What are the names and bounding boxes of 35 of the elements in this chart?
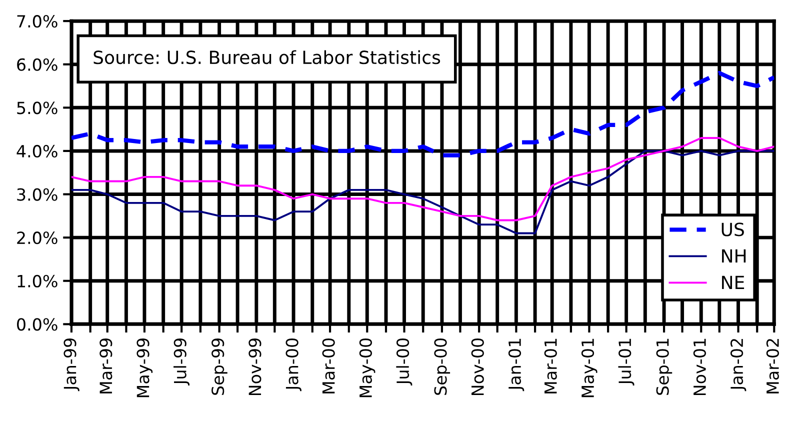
x-tick-label: Sep-01	[656, 338, 672, 395]
y-tick-label: 6.0%	[17, 58, 58, 71]
x-tick-label: Nov-00	[471, 338, 484, 396]
y-tick-label: 1.0%	[18, 274, 58, 288]
x-tick-label: Mar-01	[544, 338, 557, 394]
x-tick-label: Nov-99	[248, 338, 262, 396]
x-tick-label: Mar-02	[766, 339, 779, 394]
annotation: Source: U.S. Bureau of Labor Statistics	[94, 50, 440, 64]
x-tick-label: Jul-99	[174, 338, 190, 386]
x-tick-label: May-01	[581, 338, 598, 398]
x-tick-label: Mar-99	[100, 338, 112, 394]
legend-label: NH	[722, 249, 746, 263]
line-series	[71, 150, 774, 234]
x-tick-label: Jul-01	[618, 338, 634, 386]
x-tick-label: Jan-01	[508, 338, 524, 392]
x-tick-label: Jan-99	[64, 338, 80, 392]
x-tick-label: Mar-00	[322, 338, 335, 394]
y-tick-label: 0.0%	[17, 318, 58, 331]
line-series	[71, 136, 774, 222]
y-tick-label: 3.0%	[17, 188, 58, 201]
x-tick-label: Nov-01	[693, 338, 706, 396]
y-tick-label: 4.0%	[16, 144, 58, 158]
x-tick-label: Sep-00	[434, 338, 450, 395]
x-tick-label: Jan-02	[730, 339, 746, 392]
x-tick-label: Jul-00	[396, 338, 412, 386]
x-tick-label: May-99	[136, 338, 153, 398]
legend-label: US	[722, 222, 744, 236]
line-series	[71, 70, 774, 158]
y-tick-label: 7.0%	[17, 15, 58, 28]
legend-label: NE	[722, 276, 744, 290]
x-tick-label: Jan-00	[286, 338, 302, 392]
y-tick-label: 2.0%	[17, 232, 58, 244]
x-tick-label: Sep-99	[212, 338, 228, 395]
y-tick-label: 5.0%	[17, 102, 58, 114]
x-tick-label: May-00	[359, 338, 376, 398]
